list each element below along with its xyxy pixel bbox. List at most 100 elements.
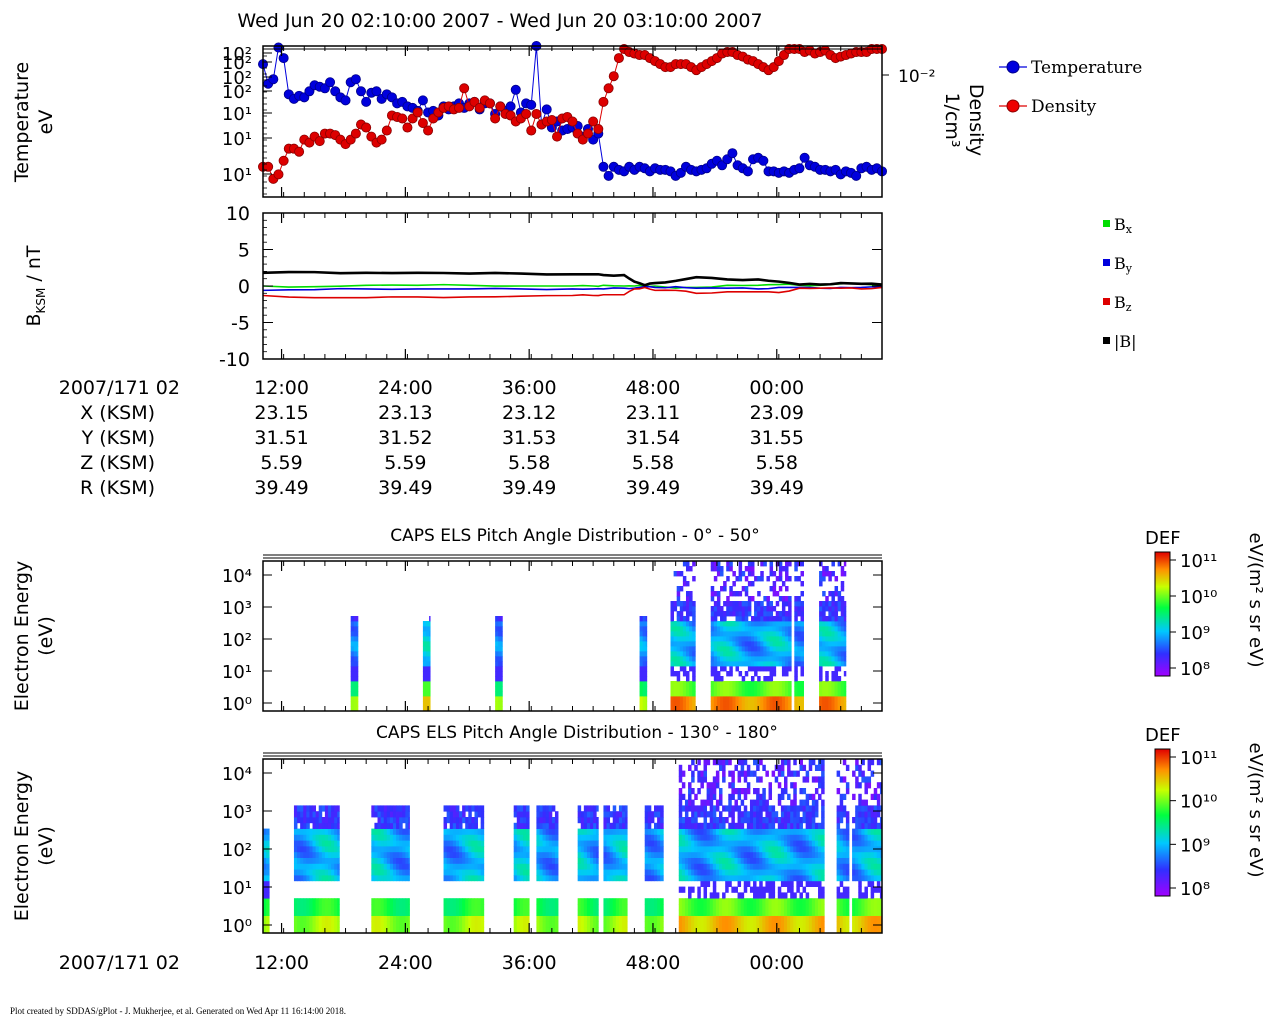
spectrogram-cell xyxy=(722,863,726,870)
spectrogram-cell xyxy=(422,676,427,682)
spectrogram-cell xyxy=(639,671,644,677)
spectrogram-cell xyxy=(389,846,394,853)
spectrogram-cell xyxy=(306,875,310,882)
spectrogram-cell xyxy=(455,904,460,911)
spectrogram-cell xyxy=(876,898,881,905)
spectrogram-cell xyxy=(753,834,757,841)
spectrogram-cell xyxy=(353,661,358,667)
density-point xyxy=(412,107,423,118)
spectrogram-cell xyxy=(371,915,375,922)
spectrogram-cell xyxy=(612,869,617,876)
spectrogram-cell xyxy=(771,828,776,835)
spectrogram-cell xyxy=(685,616,690,622)
spectrogram-cell xyxy=(685,646,690,652)
spectrogram-cell xyxy=(389,898,394,905)
spectrogram-cell xyxy=(536,846,540,853)
spectrogram-cell xyxy=(870,851,875,858)
spectrogram-cell xyxy=(356,656,359,662)
ephemeris-value: 31.53 xyxy=(502,427,556,449)
spectrogram-cell xyxy=(583,851,588,858)
spectrogram-cell xyxy=(725,828,729,835)
spectrogram-cell xyxy=(536,828,540,835)
spectrogram-cell xyxy=(834,666,839,672)
spectrogram-cell xyxy=(713,611,718,617)
spectrogram-cell xyxy=(840,626,845,632)
spectrogram-cell xyxy=(405,828,409,835)
spectrogram-cell xyxy=(644,805,649,812)
spectrogram-cell xyxy=(725,863,729,870)
spectrogram-cell xyxy=(539,921,543,928)
spectrogram-cell xyxy=(678,828,683,835)
spectrogram-cell xyxy=(802,799,807,806)
spectrogram-cell xyxy=(799,880,803,887)
spectrogram-cell xyxy=(737,857,742,864)
spectrogram-cell xyxy=(819,576,823,582)
spectrogram-cell xyxy=(679,616,684,622)
spectrogram-cell xyxy=(449,898,454,905)
spectrogram-cell xyxy=(452,875,457,882)
spectrogram-cell xyxy=(657,909,661,916)
spectrogram-cell xyxy=(577,817,582,824)
spectrogram-cell xyxy=(465,915,469,922)
spectrogram-cell xyxy=(455,909,460,916)
spectrogram-cell xyxy=(723,611,727,617)
spectrogram-cell xyxy=(867,782,872,789)
spectrogram-cell xyxy=(383,811,388,818)
spectrogram-cell xyxy=(811,828,816,835)
spectrogram-cell xyxy=(740,828,745,835)
spectrogram-cell xyxy=(709,822,714,829)
spectrogram-cell xyxy=(625,921,628,928)
spectrogram-cell xyxy=(734,822,738,829)
spectrogram-cell xyxy=(783,909,788,916)
spectrogram-cell xyxy=(678,898,683,905)
spectrogram-cell xyxy=(743,776,748,783)
spectrogram-cell xyxy=(766,676,770,682)
spectrogram-cell xyxy=(526,846,530,853)
spectrogram-cell xyxy=(777,875,782,882)
spectrogram-cell xyxy=(682,601,687,607)
spectrogram-cell xyxy=(682,631,687,637)
spectrogram-cell xyxy=(691,817,695,824)
spectrogram-cell xyxy=(266,840,270,847)
spectrogram-cell xyxy=(793,840,797,847)
spectrogram-cell xyxy=(731,840,735,847)
spectrogram-cell xyxy=(839,805,844,812)
spectrogram-cell xyxy=(706,788,711,795)
spectrogram-cell xyxy=(746,828,751,835)
spectrogram-cell xyxy=(836,840,841,847)
ephemeris-value: 5.59 xyxy=(260,452,302,474)
spectrogram-cell xyxy=(586,915,591,922)
spectrogram-cell xyxy=(639,681,644,687)
spectrogram-cell xyxy=(738,616,743,622)
spectrogram-cell xyxy=(737,811,742,818)
spectrogram-cell xyxy=(402,834,406,841)
spectrogram-cell xyxy=(293,851,298,858)
spectrogram-cell xyxy=(788,621,792,627)
spectrogram-cell xyxy=(725,875,729,882)
spectrogram-cell xyxy=(609,846,614,853)
spectrogram-cell xyxy=(596,834,599,841)
colorbar-tick-label: 10⁹ xyxy=(1180,835,1210,856)
spectrogram-cell xyxy=(263,892,267,899)
spectrogram-cell xyxy=(743,927,748,934)
density-point xyxy=(546,114,557,125)
spectrogram-cell xyxy=(536,869,540,876)
spectrogram-cell xyxy=(821,875,825,882)
spectrogram-cell xyxy=(327,857,332,864)
spectrogram-cell xyxy=(548,834,553,841)
spectrogram-cell xyxy=(331,927,335,934)
spectrogram-cell xyxy=(766,651,770,657)
spectrogram-cell xyxy=(800,561,804,567)
spectrogram-cell xyxy=(822,641,826,647)
spectrogram-cell xyxy=(615,834,620,841)
spectrogram-cell xyxy=(606,834,611,841)
spectrogram-cell xyxy=(768,828,773,835)
spectrogram-cell xyxy=(539,869,543,876)
spectrogram-cell xyxy=(768,892,773,899)
spectrogram-cell xyxy=(747,626,752,632)
spectrogram-cell xyxy=(603,921,607,928)
spectrogram-cell xyxy=(788,606,792,612)
spectrogram-cell xyxy=(642,696,647,702)
ephemeris-value: 23.12 xyxy=(502,402,556,424)
spectrogram-cell xyxy=(879,909,883,916)
